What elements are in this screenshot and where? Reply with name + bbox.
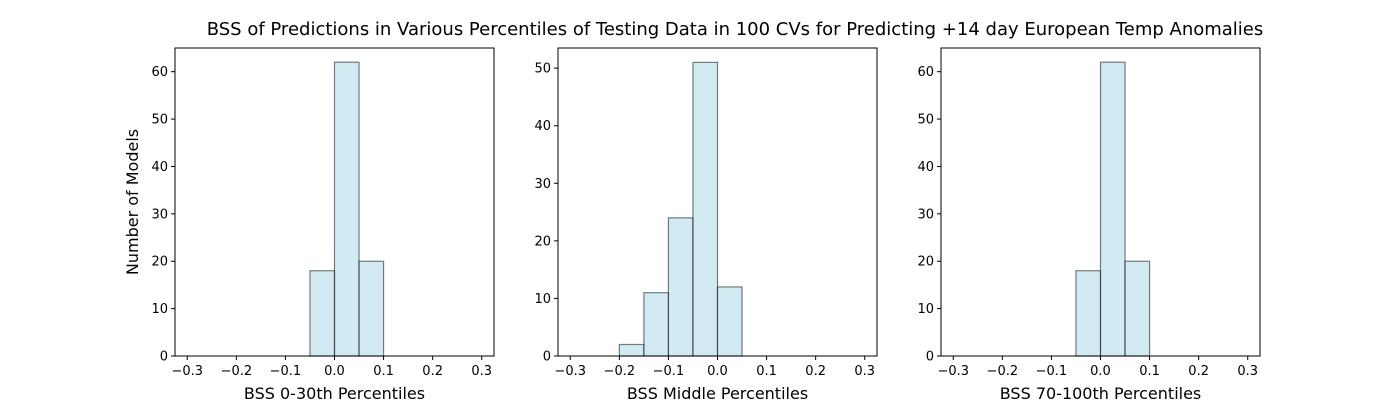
y-tick-label: 40 <box>151 160 168 175</box>
y-tick-label: 60 <box>917 65 934 80</box>
histogram-bar <box>1124 260 1151 357</box>
y-tick-label: 30 <box>917 207 934 222</box>
y-tick-label: 20 <box>151 255 168 270</box>
x-tick-label: 0.1 <box>1139 364 1160 379</box>
x-tick-label: 0.3 <box>1237 364 1258 379</box>
histogram-bar <box>643 292 670 357</box>
x-tick-label: 0.0 <box>324 364 345 379</box>
x-tick-label: −0.1 <box>653 364 685 379</box>
y-tick-label: 40 <box>917 160 934 175</box>
x-tick-label: −0.2 <box>221 364 253 379</box>
histogram-bar <box>309 270 336 357</box>
y-tick-label: 40 <box>534 119 551 134</box>
x-tick-label: −0.2 <box>987 364 1019 379</box>
x-tick-label: −0.1 <box>270 364 302 379</box>
x-tick-label: −0.3 <box>554 364 586 379</box>
x-tick-label: 0.2 <box>422 364 443 379</box>
x-tick-label: 0.3 <box>471 364 492 379</box>
y-tick-label: 20 <box>917 255 934 270</box>
y-tick-label: 50 <box>534 62 551 77</box>
y-tick-label: 50 <box>917 113 934 128</box>
histogram-bar <box>692 61 719 357</box>
y-tick-label: 10 <box>534 292 551 307</box>
y-tick-label: 30 <box>534 177 551 192</box>
x-axis-label: BSS 70-100th Percentiles <box>1000 384 1202 400</box>
y-tick-label: 30 <box>151 207 168 222</box>
y-tick-label: 10 <box>917 302 934 317</box>
x-tick-label: 0.3 <box>854 364 875 379</box>
x-tick-label: −0.3 <box>171 364 203 379</box>
x-axis-label: BSS Middle Percentiles <box>627 384 808 400</box>
histogram-bar <box>1075 270 1102 357</box>
histogram-bar <box>667 217 694 357</box>
y-tick-label: 60 <box>151 65 168 80</box>
histogram-panel-2: −0.3 −0.2 −0.1 0.0 0.1 0.2 0.3 0 10 20 30 40 50 BSS M… <box>534 47 878 400</box>
x-tick-label: 0.2 <box>805 364 826 379</box>
y-tick-label: 0 <box>160 350 168 365</box>
x-tick-label: 0.1 <box>756 364 777 379</box>
y-tick-label: 20 <box>534 234 551 249</box>
x-tick-label: 0.2 <box>1188 364 1209 379</box>
y-axis-label: Number of Models <box>123 129 142 275</box>
histogram-bar <box>1099 61 1126 357</box>
y-tick-label: 10 <box>151 302 168 317</box>
y-tick-label: 0 <box>543 350 551 365</box>
x-tick-label: 0.1 <box>373 364 394 379</box>
histogram-bar <box>716 286 743 357</box>
y-tick-label: 0 <box>926 350 934 365</box>
histogram-bar <box>333 61 360 357</box>
x-tick-label: 0.0 <box>707 364 728 379</box>
x-tick-label: −0.3 <box>937 364 969 379</box>
histogram-panel-3: −0.3 −0.2 −0.1 0.0 0.1 0.2 0.3 0 10 20 30 40 50 60 BSS… <box>917 47 1261 400</box>
histogram-bar <box>358 260 385 357</box>
figure-title: BSS of Predictions in Various Percentile… <box>207 19 1264 40</box>
x-tick-label: −0.1 <box>1036 364 1068 379</box>
x-axis-label: BSS 0-30th Percentiles <box>244 384 425 400</box>
x-tick-label: 0.0 <box>1090 364 1111 379</box>
histogram-bar <box>618 343 645 357</box>
histogram-panel-1: −0.3 −0.2 −0.1 0.0 0.1 0.2 0.3 0 10 20 30 40 50 60 BSS… <box>123 47 495 400</box>
x-tick-label: −0.2 <box>604 364 636 379</box>
y-tick-label: 50 <box>151 113 168 128</box>
